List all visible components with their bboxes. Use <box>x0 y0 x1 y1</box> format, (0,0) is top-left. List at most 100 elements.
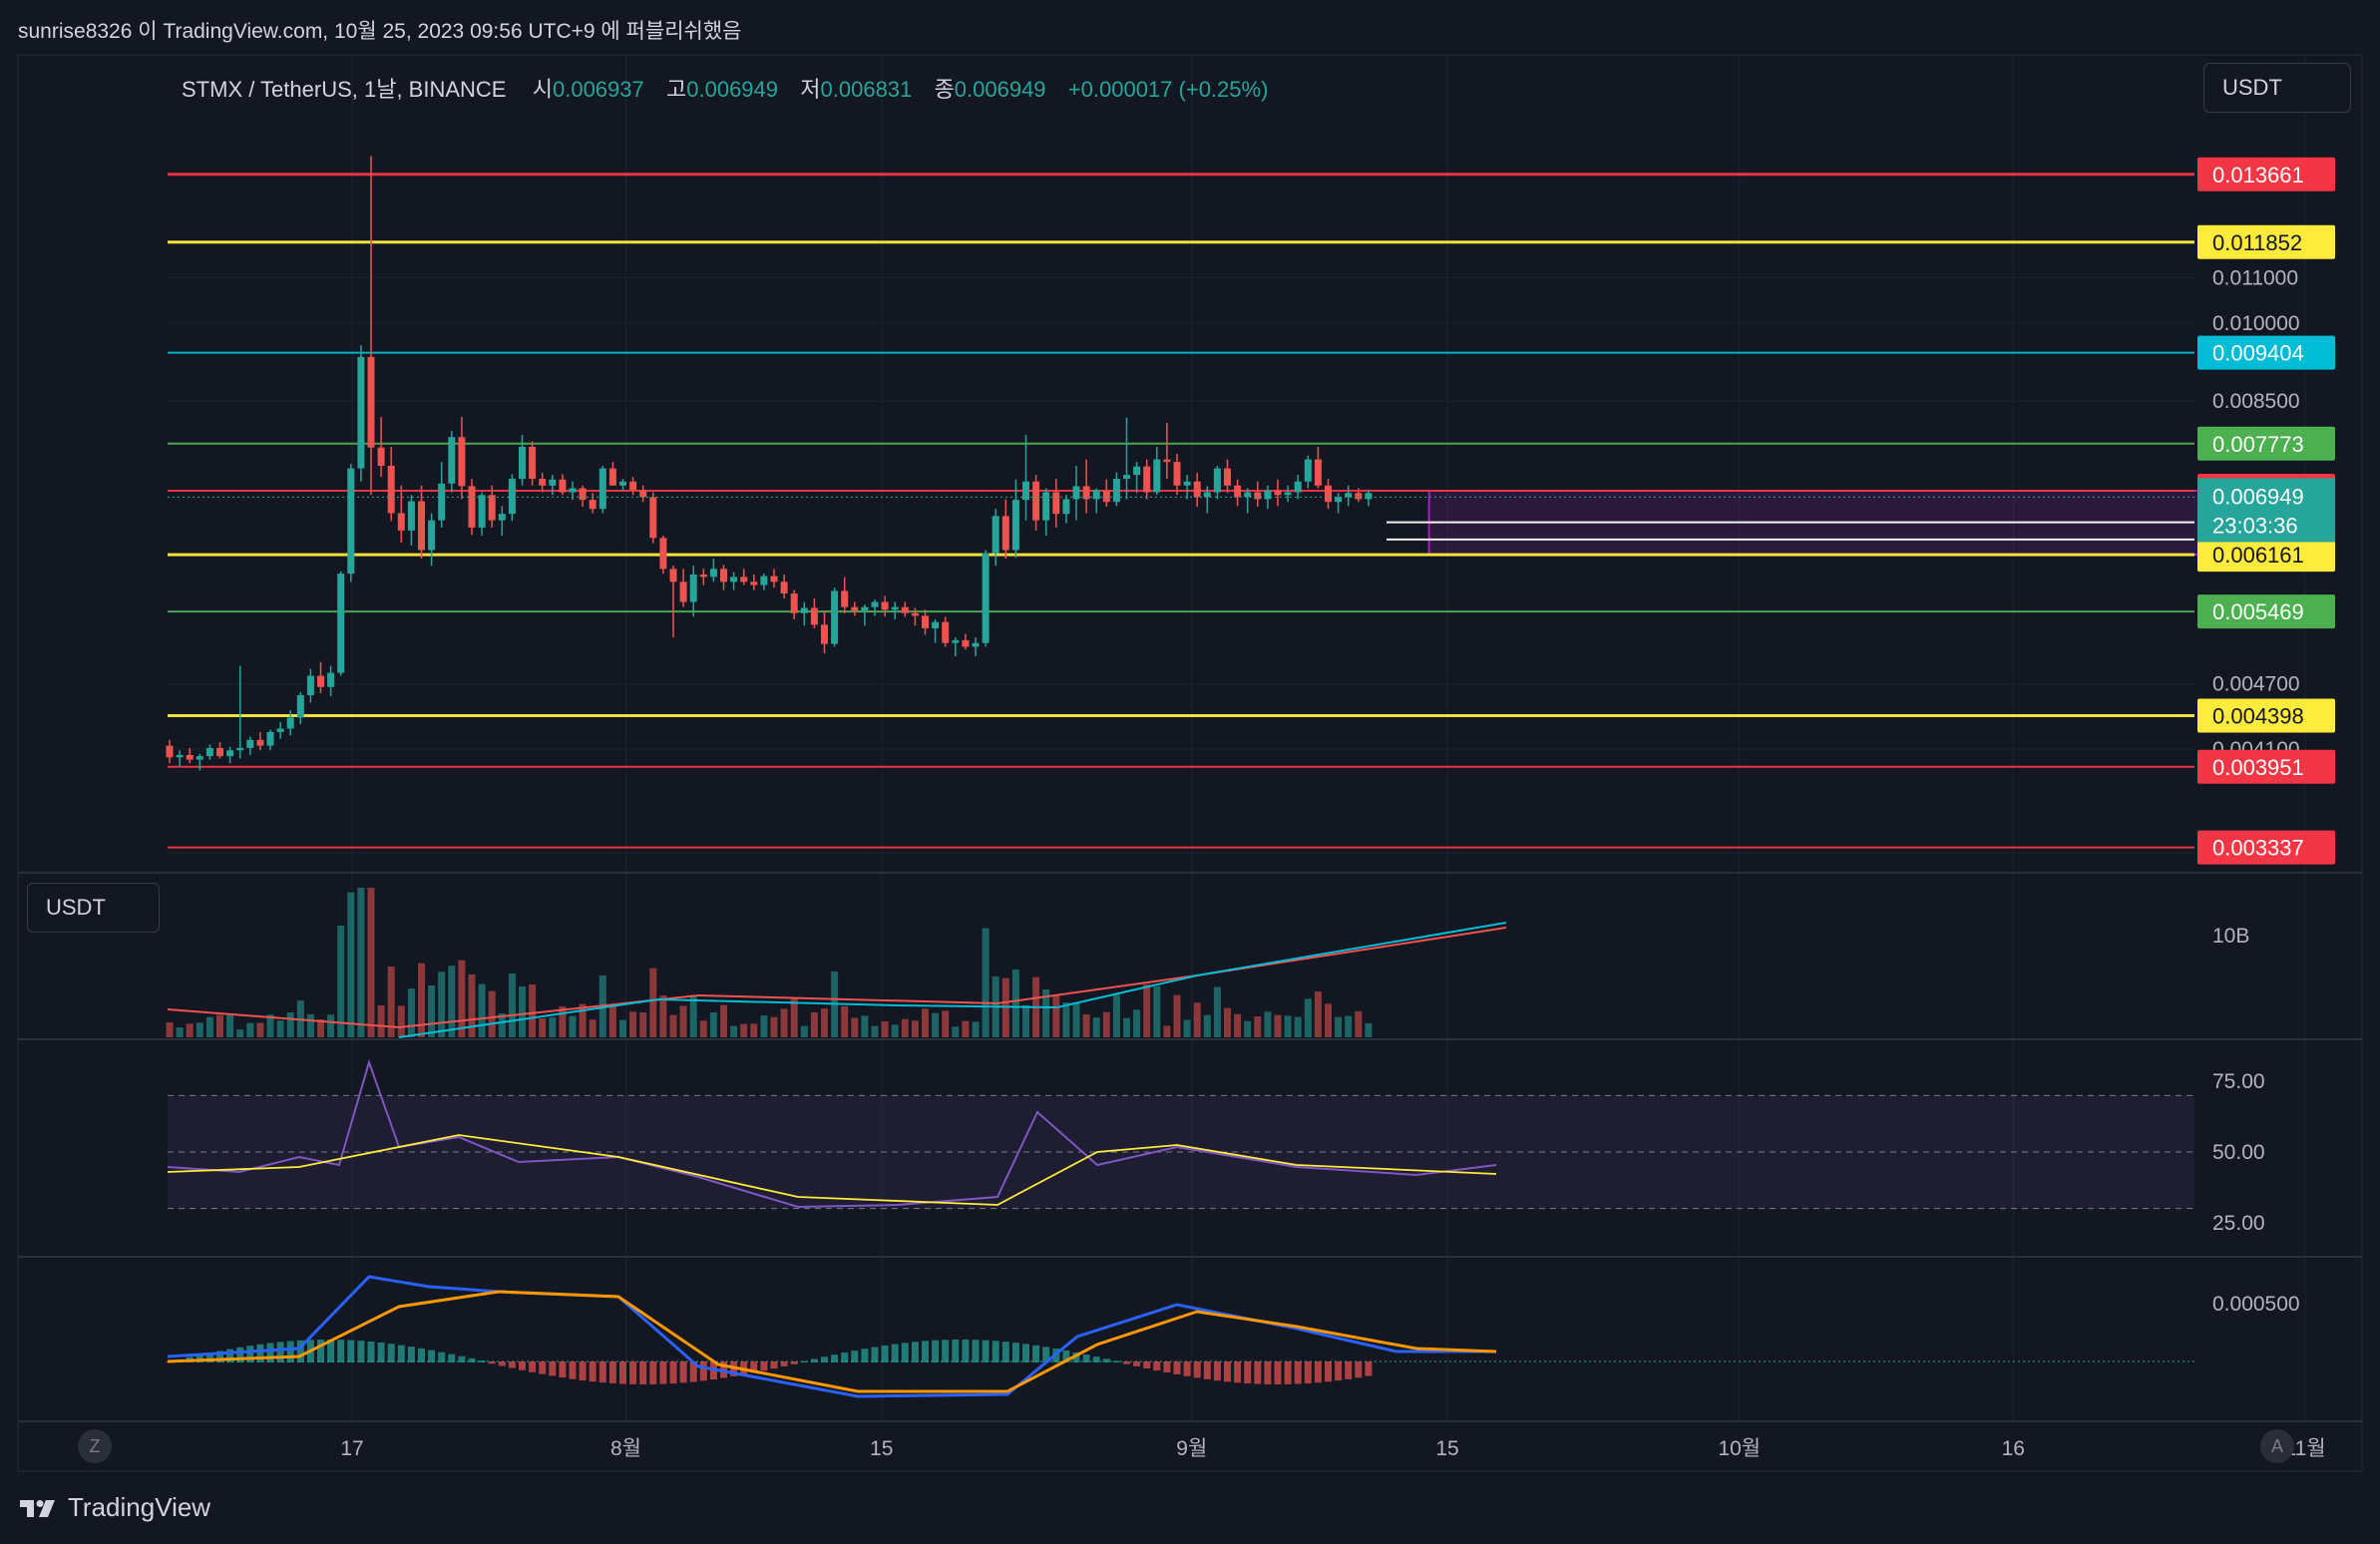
candle-body <box>478 495 486 528</box>
footer-brand[interactable]: TradingView <box>18 1492 210 1523</box>
rsi-axis-tick: 25.00 <box>2212 1212 2265 1235</box>
candle-body <box>1213 468 1221 493</box>
volume-bar <box>1304 998 1312 1037</box>
candle-body <box>438 483 446 521</box>
auto-scale-button[interactable]: A <box>2260 1429 2294 1463</box>
level-label-bg <box>2197 224 2335 259</box>
macd-histogram-bar <box>1213 1361 1221 1381</box>
macd-histogram-bar <box>498 1361 506 1366</box>
volume-bar <box>337 926 345 1037</box>
macd-histogram-bar <box>1193 1361 1201 1378</box>
volume-bar <box>851 1017 859 1037</box>
volume-bar <box>226 1014 234 1037</box>
level-label-bg <box>2197 335 2335 370</box>
volume-bar <box>276 1020 284 1037</box>
candle-body <box>1153 459 1161 493</box>
volume-bar <box>205 1016 213 1037</box>
macd-histogram-bar <box>992 1341 999 1362</box>
rsi-axis-tick: 75.00 <box>2212 1070 2265 1093</box>
macd-histogram-bar <box>1102 1358 1110 1362</box>
macd-histogram-bar <box>1234 1361 1242 1383</box>
volume-bar <box>720 1004 727 1037</box>
candle-body <box>1224 468 1231 486</box>
macd-histogram-bar <box>448 1353 456 1362</box>
macd-histogram-bar <box>952 1340 960 1362</box>
level-label: 0.003951 <box>2212 755 2304 780</box>
macd-histogram-bar <box>598 1361 606 1383</box>
macd-histogram-bar <box>1264 1361 1272 1384</box>
macd-histogram-bar <box>428 1350 436 1362</box>
macd-histogram-bar <box>1294 1361 1302 1384</box>
volume-bar <box>911 1020 919 1037</box>
volume-bar <box>1345 1015 1353 1037</box>
macd-histogram-bar <box>1163 1361 1171 1373</box>
currency-button[interactable]: USDT <box>2203 63 2351 113</box>
candle-body <box>549 479 557 486</box>
volume-bar <box>810 1011 818 1037</box>
macd-histogram-bar <box>1173 1361 1181 1374</box>
volume-bar <box>1224 1007 1231 1037</box>
candle-body <box>286 717 294 729</box>
macd-histogram-bar <box>1022 1344 1029 1362</box>
volume-bar <box>1102 1011 1110 1037</box>
volume-bar <box>871 1025 879 1037</box>
macd-histogram-bar <box>679 1361 687 1383</box>
macd-histogram-bar <box>1153 1361 1161 1371</box>
zoom-reset-button[interactable]: Z <box>78 1429 112 1463</box>
candle-body <box>1244 492 1252 498</box>
macd-histogram-bar <box>911 1342 919 1362</box>
candle-body <box>982 553 990 643</box>
macd-histogram-bar <box>629 1361 637 1384</box>
macd-histogram-bar <box>881 1345 889 1362</box>
candle-body <box>1022 481 1029 501</box>
volume-bar <box>841 1005 849 1037</box>
candle-body <box>1264 490 1272 500</box>
candle-body <box>1062 499 1070 515</box>
macd-histogram-bar <box>508 1361 516 1368</box>
volume-bar <box>1052 995 1060 1037</box>
macd-histogram-bar <box>922 1341 929 1362</box>
candle-body <box>608 468 616 486</box>
candle-body <box>246 739 254 748</box>
candle-body <box>831 590 839 644</box>
candle-body <box>1314 459 1322 486</box>
candle-body <box>790 592 798 613</box>
volume-bar <box>982 928 990 1037</box>
candle-body <box>669 569 677 582</box>
level-label: 0.013661 <box>2212 163 2304 188</box>
candle-body <box>176 754 184 758</box>
macd-histogram-bar <box>669 1361 677 1384</box>
candle-body <box>881 601 889 610</box>
candle-body <box>750 581 758 585</box>
macd-histogram-bar <box>901 1343 909 1362</box>
volume-bar <box>1193 1002 1201 1037</box>
macd-histogram-bar <box>780 1361 788 1367</box>
candle-body <box>1072 486 1080 500</box>
volume-bar <box>689 995 697 1037</box>
candle-body <box>317 675 324 687</box>
level-label: 0.005469 <box>2212 599 2304 624</box>
candle-body <box>841 590 849 607</box>
volume-bar <box>589 1019 596 1037</box>
candle-body <box>468 486 476 528</box>
macd-histogram-bar <box>1183 1361 1191 1376</box>
volume-bar <box>387 966 395 1037</box>
candle-body <box>760 576 768 585</box>
volume-currency-button[interactable]: USDT <box>27 883 160 933</box>
volume-bar <box>608 1003 616 1037</box>
candle-body <box>418 501 425 551</box>
volume-bar <box>901 1018 909 1037</box>
volume-bar <box>236 1029 244 1037</box>
macd-histogram-bar <box>1062 1350 1070 1362</box>
volume-bar <box>760 1015 768 1037</box>
time-axis-label: 11월 <box>2285 1437 2326 1460</box>
macd-histogram-bar <box>286 1341 294 1362</box>
macd-histogram-bar <box>1304 1361 1312 1383</box>
macd-histogram-bar <box>659 1361 667 1384</box>
symbol-legend[interactable]: STMX / TetherUS, 1날, BINANCE 시0.006937 고… <box>182 72 1268 104</box>
candle-body <box>347 468 355 575</box>
candle-body <box>629 481 637 491</box>
candle-body <box>891 606 899 610</box>
volume-bar <box>1072 1001 1080 1037</box>
